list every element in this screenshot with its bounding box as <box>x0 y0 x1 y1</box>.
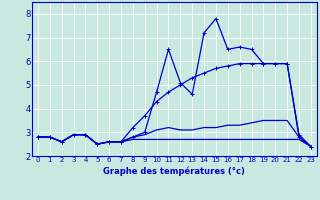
X-axis label: Graphe des températures (°c): Graphe des températures (°c) <box>103 166 245 176</box>
